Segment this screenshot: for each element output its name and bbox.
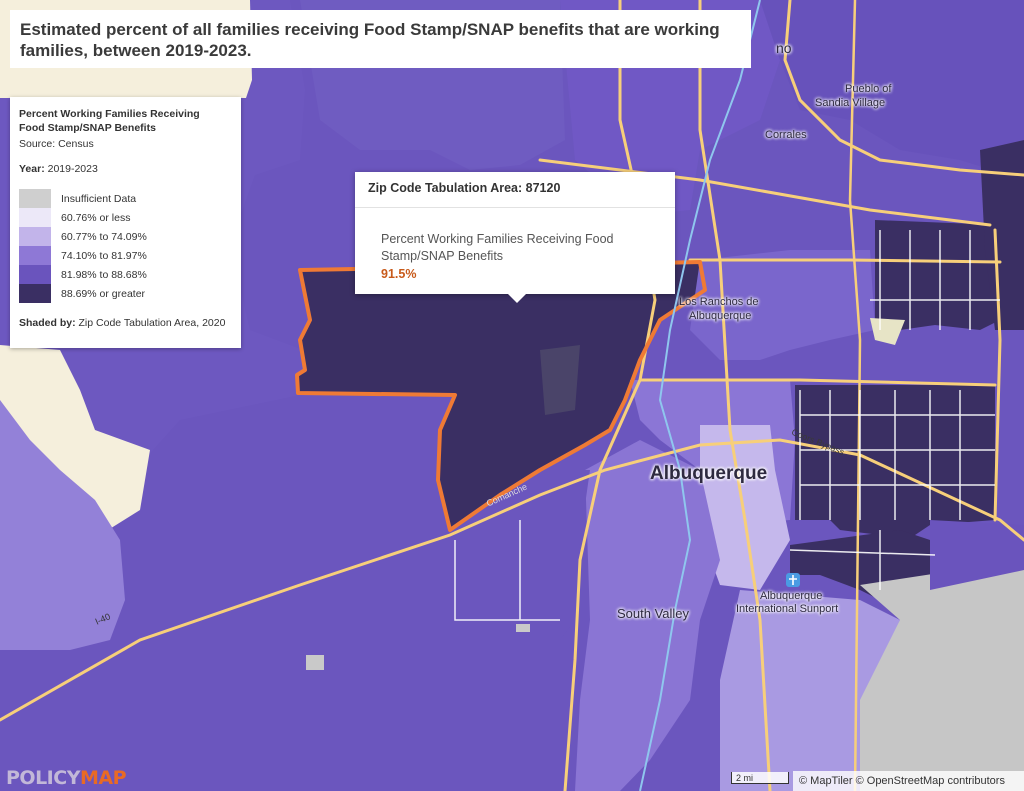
place-airport-2: International Sunport	[736, 603, 839, 615]
park-ne	[870, 318, 905, 345]
legend-swatch	[19, 208, 51, 227]
zcta-dark-far-ne	[980, 140, 1024, 330]
legend-class-label: 88.69% or greater	[61, 287, 146, 300]
zcta-dark-ne	[875, 220, 1000, 330]
legend-year: Year: 2019-2023	[19, 163, 232, 175]
zcta-87120-highlight[interactable]	[297, 262, 705, 530]
logo-part2: MAP	[79, 767, 127, 789]
legend-source: Source: Census	[19, 138, 94, 150]
legend-class-label: 81.98% to 88.68%	[61, 268, 147, 281]
tooltip-header: Zip Code Tabulation Area: 87120	[355, 172, 675, 208]
grey-block	[516, 624, 530, 632]
tooltip-pointer	[507, 293, 527, 303]
legend-class-row: 60.77% to 74.09%	[19, 227, 232, 246]
tooltip-value: 91.5%	[381, 267, 417, 281]
tooltip-body: Percent Working Families Receiving Food …	[355, 208, 675, 283]
zcta-south-valley	[575, 440, 720, 791]
scale-bar: 2 mi	[731, 772, 789, 784]
legend-year-label: Year:	[19, 163, 45, 175]
zcta-87120-outline	[295, 260, 707, 532]
policymap-logo[interactable]: POLICYMAP	[6, 767, 127, 789]
place-albuquerque: Albuquerque	[650, 463, 768, 484]
legend-title-line1: Percent Working Families Receiving	[19, 108, 200, 120]
legend-swatch	[19, 265, 51, 284]
map-title-box: Estimated percent of all families receiv…	[10, 10, 751, 68]
legend-class-label: 60.77% to 74.09%	[61, 230, 147, 243]
zcta-east-edge	[930, 520, 1024, 590]
legend-swatch	[19, 284, 51, 303]
legend-shaded-by: Shaded by: Zip Code Tabulation Area, 202…	[19, 317, 232, 329]
legend-panel: Percent Working Families Receiving Food …	[10, 97, 241, 348]
zcta-ne	[760, 0, 1024, 180]
logo-part1: POLICY	[6, 767, 80, 789]
place-pueblo-1: Pueblo of	[845, 83, 892, 95]
rio-grande	[639, 0, 761, 791]
place-los-ranchos-1: Los Ranchos de	[679, 296, 759, 308]
place-corrales: Corrales	[765, 129, 807, 141]
zcta-insufficient-se	[860, 560, 1024, 791]
zcta-sw-light	[0, 400, 125, 650]
legend-swatch	[19, 246, 51, 265]
place-pueblo-2: Sandia Village	[815, 97, 886, 109]
grey-block	[306, 655, 324, 670]
legend-class-row: 60.76% or less	[19, 208, 232, 227]
legend-swatch	[19, 189, 51, 208]
place-partial-rio: no	[776, 40, 792, 56]
legend-swatches: Insufficient Data 60.76% or less 60.77% to…	[19, 189, 232, 303]
legend-class-label: Insufficient Data	[61, 192, 137, 205]
minor-roads	[454, 230, 1000, 621]
zcta-tooltip: Zip Code Tabulation Area: 87120 Percent …	[355, 172, 675, 303]
legend-class-row: Insufficient Data	[19, 189, 232, 208]
legend-shaded-label: Shaded by:	[19, 317, 76, 329]
tooltip-metric-line2: Stamp/SNAP Benefits	[381, 249, 504, 263]
legend-class-row: 74.10% to 81.97%	[19, 246, 232, 265]
zcta-downtown-light	[700, 425, 790, 590]
map-attribution[interactable]: © MapTiler © OpenStreetMap contributors	[793, 771, 1024, 791]
airport-icon-glyph	[789, 575, 797, 585]
tooltip-metric-line1: Percent Working Families Receiving Food	[381, 232, 614, 246]
open-space-west	[540, 345, 580, 415]
map-title: Estimated percent of all families receiv…	[20, 20, 720, 60]
legend-swatch	[19, 227, 51, 246]
legend-class-row: 88.69% or greater	[19, 284, 232, 303]
legend-class-label: 60.76% or less	[61, 211, 131, 224]
legend-title-line2: Food Stamp/SNAP Benefits	[19, 122, 156, 134]
place-los-ranchos-2: Albuquerque	[689, 310, 752, 322]
place-airport-1: Albuquerque	[760, 590, 823, 602]
legend-shaded-value: Zip Code Tabulation Area, 2020	[78, 317, 226, 329]
legend-class-label: 74.10% to 81.97%	[61, 249, 147, 262]
legend-class-row: 81.98% to 88.68%	[19, 265, 232, 284]
legend-year-value: 2019-2023	[47, 163, 98, 175]
zcta-north-valley	[690, 250, 875, 360]
place-south-valley: South Valley	[617, 606, 690, 621]
